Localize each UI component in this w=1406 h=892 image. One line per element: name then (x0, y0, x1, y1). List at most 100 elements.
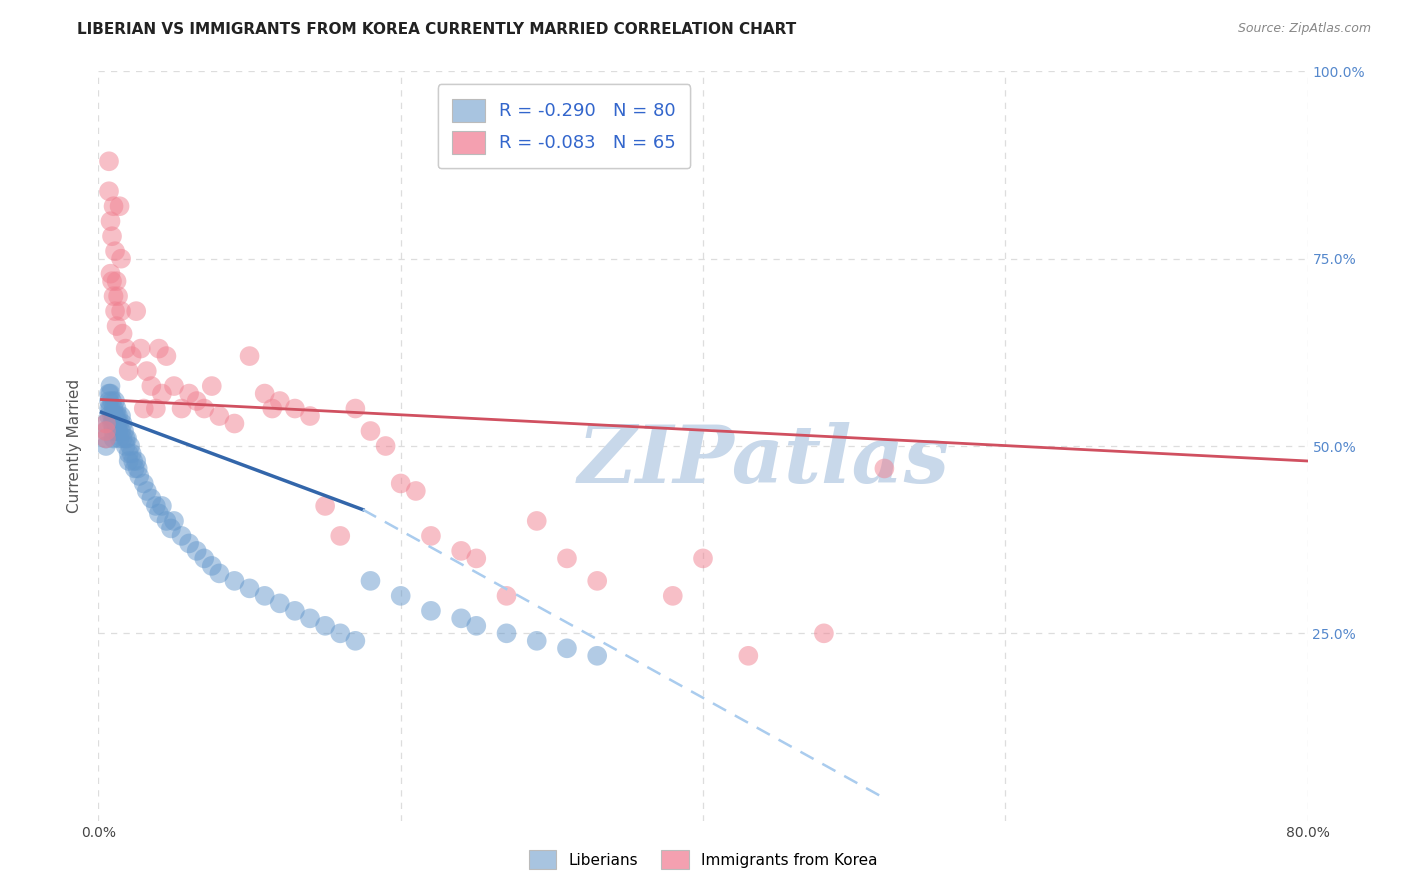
Point (107, 424, 129, 438)
Point (125, 304, 148, 318)
Point (108, 432, 131, 446)
Point (110, 424, 132, 438)
Point (101, 274, 124, 288)
Point (692, 551, 714, 566)
Point (101, 229, 124, 244)
Point (193, 551, 215, 566)
Point (450, 544, 472, 558)
Point (155, 514, 177, 528)
Point (329, 529, 352, 543)
Point (253, 589, 276, 603)
Point (105, 319, 128, 334)
Point (155, 349, 177, 363)
Point (98, 401, 121, 416)
Point (100, 401, 122, 416)
Point (100, 267, 122, 281)
Point (94, 439, 117, 453)
Point (104, 304, 127, 318)
Point (262, 401, 284, 416)
Legend: R = -0.290   N = 80, R = -0.083   N = 65: R = -0.290 N = 80, R = -0.083 N = 65 (437, 84, 690, 169)
Point (122, 454, 145, 468)
Point (555, 551, 578, 566)
Text: LIBERIAN VS IMMIGRANTS FROM KOREA CURRENTLY MARRIED CORRELATION CHART: LIBERIAN VS IMMIGRANTS FROM KOREA CURREN… (77, 22, 797, 37)
Point (114, 432, 136, 446)
Point (105, 417, 128, 431)
Point (111, 417, 134, 431)
Point (103, 199, 125, 213)
Point (201, 558, 224, 573)
Point (253, 386, 276, 401)
Point (160, 521, 183, 535)
Point (108, 417, 131, 431)
Point (105, 274, 128, 288)
Point (150, 386, 173, 401)
Point (737, 648, 759, 663)
Point (329, 626, 352, 640)
Point (100, 214, 122, 228)
Point (224, 417, 246, 431)
Point (269, 394, 291, 409)
Y-axis label: Currently Married: Currently Married (67, 379, 83, 513)
Point (465, 551, 488, 566)
Point (141, 379, 163, 393)
Point (135, 364, 157, 378)
Point (101, 409, 124, 423)
Point (115, 432, 138, 446)
Point (98, 409, 121, 423)
Point (105, 409, 128, 423)
Point (344, 401, 367, 416)
Point (98, 394, 121, 409)
Point (269, 596, 291, 610)
Point (110, 252, 132, 266)
Point (104, 244, 127, 259)
Point (121, 349, 143, 363)
Point (284, 401, 307, 416)
Point (420, 529, 443, 543)
Point (100, 379, 122, 393)
Point (107, 289, 129, 303)
Point (163, 514, 186, 528)
Text: ZIPatlas: ZIPatlas (578, 422, 949, 500)
Point (148, 342, 170, 356)
Point (128, 469, 150, 483)
Point (284, 604, 307, 618)
Text: Source: ZipAtlas.com: Source: ZipAtlas.com (1237, 22, 1371, 36)
Point (314, 499, 336, 513)
Point (104, 394, 127, 409)
Point (201, 379, 224, 393)
Point (224, 574, 246, 588)
Point (94, 432, 117, 446)
Point (148, 507, 170, 521)
Point (94, 417, 117, 431)
Point (420, 604, 443, 618)
Point (98, 386, 121, 401)
Point (94, 424, 117, 438)
Point (118, 454, 141, 468)
Point (299, 611, 322, 625)
Point (299, 409, 322, 423)
Point (495, 626, 517, 640)
Point (141, 491, 163, 506)
Point (98, 184, 121, 198)
Point (813, 626, 835, 640)
Point (360, 574, 382, 588)
Point (127, 461, 149, 475)
Point (129, 342, 152, 356)
Point (193, 401, 215, 416)
Point (120, 439, 142, 453)
Point (107, 417, 129, 431)
Point (360, 424, 382, 438)
Point (111, 432, 134, 446)
Point (526, 514, 548, 528)
Point (94, 417, 117, 431)
Point (586, 648, 609, 663)
Point (101, 394, 124, 409)
Point (103, 417, 125, 431)
Point (239, 349, 262, 363)
Point (121, 446, 143, 460)
Point (239, 582, 262, 596)
Point (101, 417, 124, 431)
Point (314, 619, 336, 633)
Point (103, 432, 125, 446)
Point (186, 544, 208, 558)
